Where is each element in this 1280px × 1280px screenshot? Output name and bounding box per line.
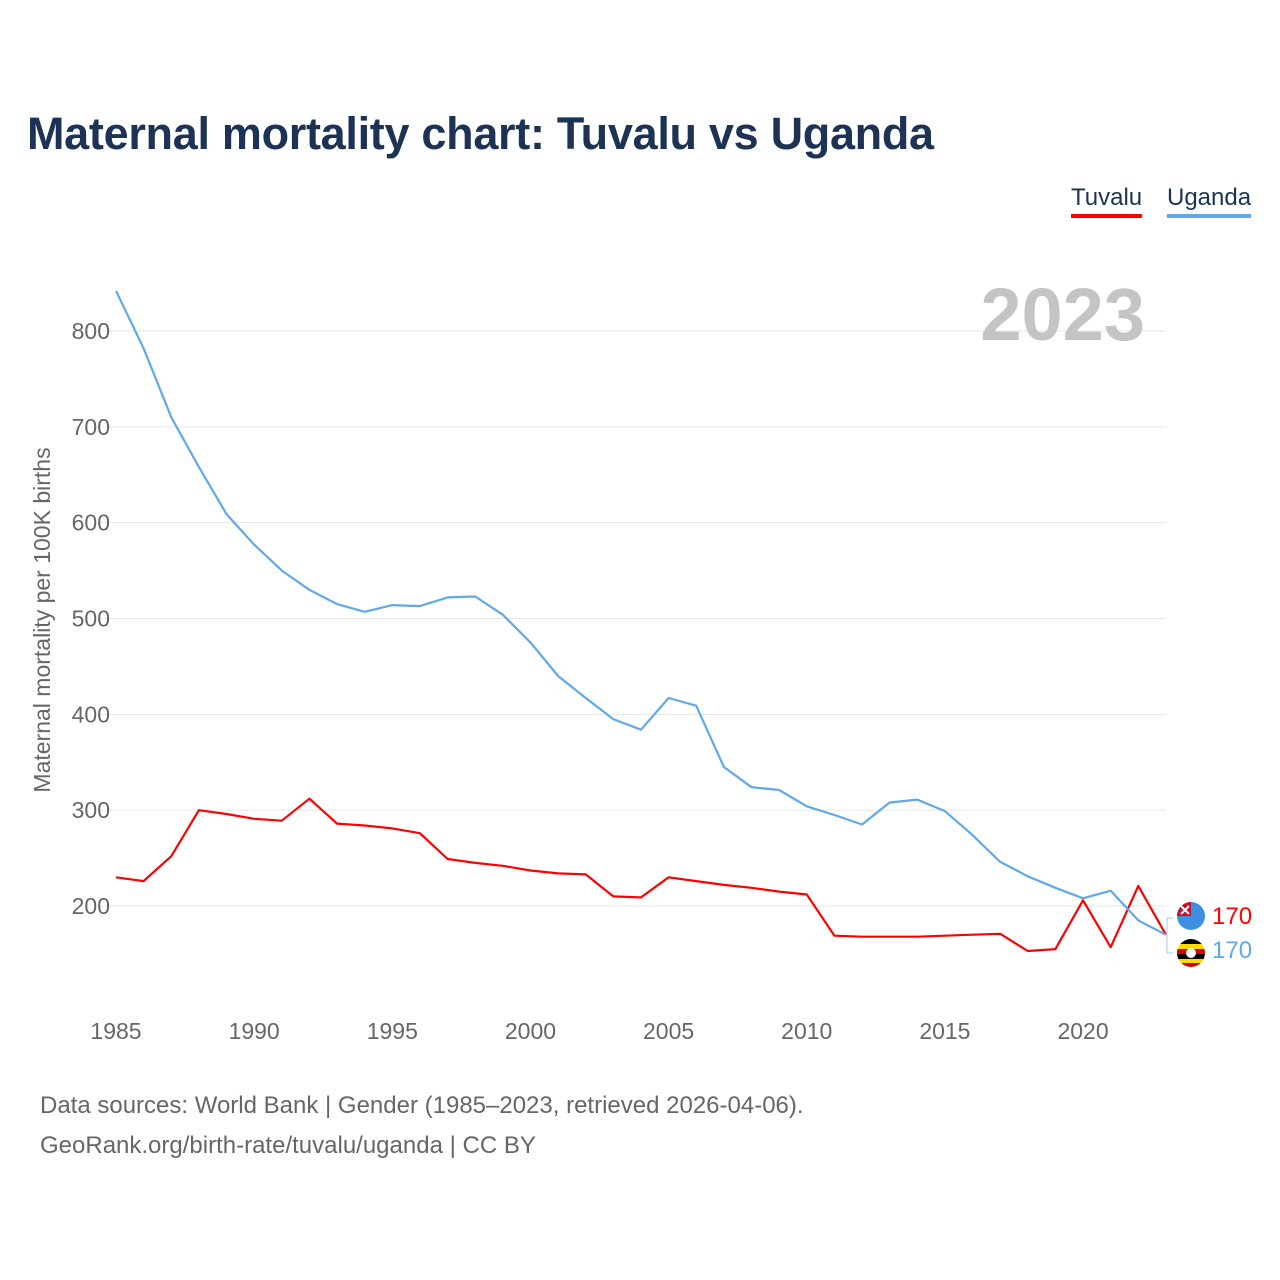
x-tick-label: 1995 (367, 1018, 418, 1044)
year-watermark: 2023 (980, 273, 1145, 356)
series-line-tuvalu (115, 797, 1167, 953)
chart-title: Maternal mortality chart: Tuvalu vs Ugan… (27, 108, 934, 159)
y-tick-label: 400 (72, 701, 110, 727)
y-tick-label: 700 (72, 414, 110, 440)
x-tick-label: 2005 (643, 1018, 694, 1044)
y-tick-label: 800 (72, 318, 110, 344)
y-axis-label: Maternal mortality per 100K births (29, 447, 55, 792)
end-connector (1166, 917, 1173, 954)
footer: Data sources: World Bank | Gender (1985–… (40, 1086, 804, 1166)
legend-item-uganda[interactable]: Uganda (1167, 184, 1252, 218)
source-note: Data sources: World Bank | Gender (1985–… (40, 1092, 804, 1119)
y-tick-label: 500 (72, 606, 110, 632)
legend-item-tuvalu[interactable]: Tuvalu (1071, 184, 1143, 218)
x-tick-label: 2000 (505, 1018, 556, 1044)
x-tick-label: 1985 (90, 1018, 141, 1044)
uganda-end-label: 170 (1212, 937, 1252, 964)
x-tick-label: 2015 (919, 1018, 970, 1044)
x-tick-label: 1990 (229, 1018, 280, 1044)
y-tick-label: 600 (72, 510, 110, 536)
x-tick-label: 2010 (781, 1018, 832, 1044)
tuvalu-flag-icon (1177, 902, 1205, 930)
attribution-link[interactable]: GeoRank.org/birth-rate/tuvalu/uganda | C… (40, 1132, 536, 1159)
y-tick-label: 200 (72, 893, 110, 919)
series-line-uganda (115, 290, 1167, 936)
uganda-flag-icon (1177, 939, 1205, 967)
x-tick-label: 2020 (1057, 1018, 1108, 1044)
tuvalu-end-label: 170 (1212, 903, 1252, 930)
y-tick-label: 300 (72, 797, 110, 823)
